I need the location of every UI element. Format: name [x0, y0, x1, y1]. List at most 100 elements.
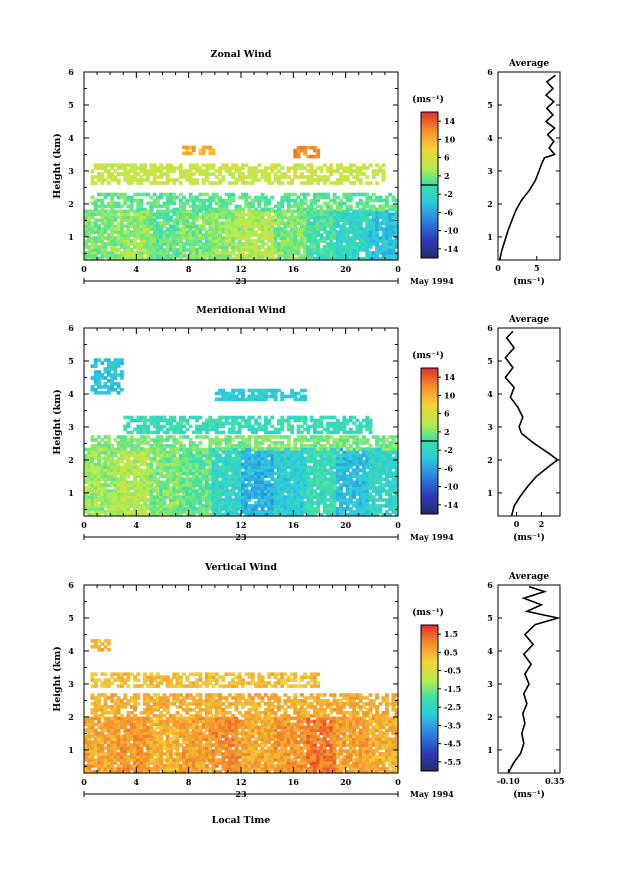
heatmap-cell	[172, 212, 177, 217]
heatmap-cell	[355, 215, 360, 220]
heatmap-cell	[237, 430, 242, 435]
heatmap-cell	[280, 166, 285, 170]
heatmap-cell	[267, 201, 272, 206]
heatmap-cell	[103, 224, 108, 228]
heatmap-cell	[142, 474, 147, 478]
heatmap-cell	[136, 450, 141, 455]
heatmap-cell	[332, 507, 337, 511]
heatmap-cell	[133, 489, 137, 493]
heatmap-cell	[322, 438, 327, 442]
heatmap-cell	[129, 415, 134, 420]
heatmap-cell	[345, 175, 350, 179]
heatmap-cell	[391, 221, 396, 225]
heatmap-cell	[250, 172, 255, 176]
heatmap-cell	[172, 447, 177, 451]
heatmap-cell	[165, 172, 170, 176]
heatmap-cell	[221, 163, 226, 167]
heatmap-cell	[368, 218, 373, 222]
heatmap-cell	[326, 480, 330, 484]
heatmap-cell	[313, 233, 317, 237]
heatmap-cell	[87, 251, 92, 255]
heatmap-cell	[110, 239, 115, 243]
heatmap-cell	[375, 489, 379, 493]
heatmap-cell	[293, 230, 298, 234]
heatmap-cell	[319, 483, 324, 487]
heatmap-cell	[326, 224, 330, 228]
heatmap-cell	[218, 438, 222, 442]
heatmap-cell	[129, 195, 134, 200]
heatmap-cell	[257, 248, 262, 252]
heatmap-cell	[329, 492, 334, 496]
heatmap-cell	[280, 198, 285, 203]
heatmap-cell	[250, 242, 255, 246]
heatmap-cell	[106, 510, 111, 514]
heatmap-cell	[335, 257, 340, 261]
heatmap-cell	[296, 456, 301, 461]
heatmap-cell	[133, 236, 137, 240]
heatmap-cell	[191, 224, 196, 228]
heatmap-cell	[326, 504, 330, 508]
heatmap-cell	[156, 224, 160, 228]
heatmap-cell	[162, 504, 167, 508]
heatmap-cell	[149, 233, 154, 237]
heatmap-cell	[260, 427, 265, 432]
heatmap-cell	[93, 468, 98, 473]
heatmap-cell	[257, 471, 262, 476]
heatmap-cell	[231, 427, 236, 432]
heatmap-cell	[283, 230, 288, 234]
heatmap-cell	[227, 166, 232, 170]
heatmap-cell	[345, 435, 350, 439]
heatmap-cell	[270, 462, 275, 467]
heatmap-cell	[283, 221, 288, 225]
heatmap-cell	[257, 435, 262, 439]
heatmap-cell	[326, 221, 330, 225]
heatmap-cell	[113, 465, 118, 470]
heatmap-cell	[280, 495, 285, 499]
heatmap-cell	[368, 251, 373, 255]
heatmap-cell	[172, 456, 177, 461]
heatmap-cell	[172, 207, 177, 212]
heatmap-cell	[90, 465, 95, 470]
heatmap-cell	[178, 254, 183, 258]
heatmap-cell	[342, 178, 347, 182]
heatmap-cell	[133, 227, 137, 231]
heatmap-cell	[286, 498, 291, 502]
heatmap-cell	[100, 215, 105, 220]
heatmap-cell	[93, 230, 98, 234]
heatmap-cell	[303, 459, 307, 464]
heatmap-cell	[142, 236, 147, 240]
heatmap-cell	[309, 438, 314, 442]
heatmap-cell	[152, 224, 157, 228]
heatmap-cell	[191, 468, 196, 473]
heatmap-cell	[156, 471, 160, 476]
heatmap-cell	[371, 230, 376, 234]
heatmap-cell	[329, 251, 334, 255]
heatmap-cell	[178, 421, 183, 426]
heatmap-cell	[319, 480, 324, 484]
heatmap-cell	[319, 166, 324, 170]
heatmap-cell	[362, 462, 366, 467]
heatmap-cell	[149, 510, 154, 514]
heatmap-cell	[267, 227, 272, 231]
heatmap-cell	[358, 477, 363, 481]
heatmap-cell	[257, 218, 262, 222]
heatmap-cell	[335, 468, 340, 473]
heatmap-cell	[309, 447, 314, 452]
heatmap-cell	[162, 212, 167, 217]
heatmap-cell	[152, 447, 157, 451]
heatmap-cell	[100, 172, 105, 176]
heatmap-cell	[188, 236, 193, 240]
heatmap-cell	[103, 483, 108, 487]
heatmap-cell	[339, 218, 343, 222]
heatmap-cell	[100, 166, 105, 170]
heatmap-cell	[394, 233, 399, 237]
heatmap-cell	[123, 474, 128, 478]
heatmap-cell	[375, 212, 379, 217]
heatmap-cell	[273, 477, 278, 481]
heatmap-cell	[309, 495, 314, 499]
heatmap-cell	[227, 495, 232, 499]
heatmap-cell	[221, 477, 226, 481]
heatmap-cell	[378, 504, 383, 508]
heatmap-cell	[362, 212, 366, 217]
heatmap-cell	[234, 471, 239, 476]
